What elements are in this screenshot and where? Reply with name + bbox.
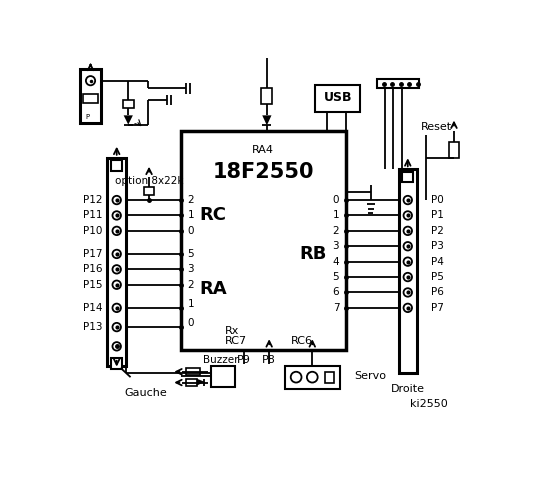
Bar (186, 379, 197, 385)
Bar (83, 94, 98, 103)
Bar (325, 372, 334, 383)
Text: P8: P8 (262, 355, 276, 365)
Text: Servo: Servo (354, 371, 386, 381)
Text: 0: 0 (187, 226, 194, 236)
Circle shape (404, 196, 412, 204)
Text: P6: P6 (431, 288, 444, 298)
Text: RC7: RC7 (225, 336, 247, 346)
Text: 7: 7 (332, 303, 339, 313)
Text: 6: 6 (332, 288, 339, 298)
Circle shape (307, 372, 317, 383)
Text: P2: P2 (431, 226, 444, 236)
Bar (399, 169, 417, 373)
Text: P12: P12 (84, 195, 103, 205)
Text: Droite: Droite (391, 384, 425, 394)
Bar (107, 158, 126, 366)
Bar (211, 366, 234, 387)
Text: 1: 1 (187, 210, 194, 220)
Text: 5: 5 (332, 272, 339, 282)
Text: RC: RC (200, 206, 227, 225)
Text: Buzzer: Buzzer (203, 355, 238, 365)
Text: RA: RA (199, 279, 227, 298)
Bar (315, 84, 360, 111)
Text: 2: 2 (332, 226, 339, 236)
Bar (111, 160, 122, 171)
Text: RB: RB (299, 245, 327, 263)
Bar (186, 368, 200, 375)
Bar (377, 79, 419, 88)
Circle shape (404, 288, 412, 297)
Text: 4: 4 (332, 257, 339, 267)
Text: 2: 2 (187, 280, 194, 290)
Circle shape (404, 211, 412, 220)
Bar (448, 142, 460, 158)
Bar (111, 358, 122, 369)
Text: RC6: RC6 (290, 336, 312, 346)
Text: P11: P11 (84, 210, 103, 220)
Text: 0: 0 (187, 318, 194, 328)
Polygon shape (197, 379, 205, 385)
Text: P15: P15 (84, 280, 103, 290)
Text: 5: 5 (187, 249, 194, 259)
Circle shape (404, 227, 412, 235)
Circle shape (291, 372, 301, 383)
Text: 1: 1 (332, 210, 339, 220)
Text: P9: P9 (237, 355, 251, 365)
Circle shape (112, 323, 121, 331)
Polygon shape (262, 115, 272, 125)
Bar (262, 88, 272, 104)
Circle shape (86, 76, 95, 85)
Text: Rx: Rx (225, 326, 239, 336)
Circle shape (112, 227, 121, 235)
Text: 3: 3 (187, 264, 194, 275)
Circle shape (404, 273, 412, 281)
Text: P0: P0 (431, 195, 444, 205)
Text: Reset: Reset (421, 122, 452, 132)
Text: ki2550: ki2550 (410, 399, 447, 409)
Circle shape (112, 196, 121, 204)
Text: P: P (85, 114, 90, 120)
Circle shape (404, 304, 412, 312)
Circle shape (112, 280, 121, 289)
Bar (181, 131, 346, 350)
Text: 3: 3 (332, 241, 339, 251)
Text: 2: 2 (187, 195, 194, 205)
Text: P4: P4 (431, 257, 444, 267)
Circle shape (112, 342, 121, 350)
Bar (403, 171, 413, 182)
Text: option 8x22k: option 8x22k (115, 176, 183, 186)
Text: P1: P1 (431, 210, 444, 220)
Bar (80, 69, 101, 123)
Polygon shape (124, 115, 133, 125)
Text: RA4: RA4 (252, 145, 274, 155)
Text: USB: USB (324, 91, 352, 104)
Text: P16: P16 (84, 264, 103, 275)
Text: P5: P5 (431, 272, 444, 282)
Text: 1: 1 (187, 299, 194, 309)
Text: P14: P14 (84, 303, 103, 313)
Bar (285, 366, 340, 389)
Bar (123, 100, 134, 108)
Bar (144, 187, 154, 195)
Text: P7: P7 (431, 303, 444, 313)
Text: Gauche: Gauche (124, 387, 167, 397)
Text: P17: P17 (84, 249, 103, 259)
Text: P3: P3 (431, 241, 444, 251)
Text: 18F2550: 18F2550 (212, 162, 314, 181)
Circle shape (112, 304, 121, 312)
Circle shape (404, 242, 412, 251)
Circle shape (112, 211, 121, 220)
Text: P10: P10 (84, 226, 103, 236)
Circle shape (112, 265, 121, 274)
Text: 0: 0 (333, 195, 339, 205)
Circle shape (112, 250, 121, 258)
Circle shape (404, 257, 412, 266)
Text: P13: P13 (84, 322, 103, 332)
